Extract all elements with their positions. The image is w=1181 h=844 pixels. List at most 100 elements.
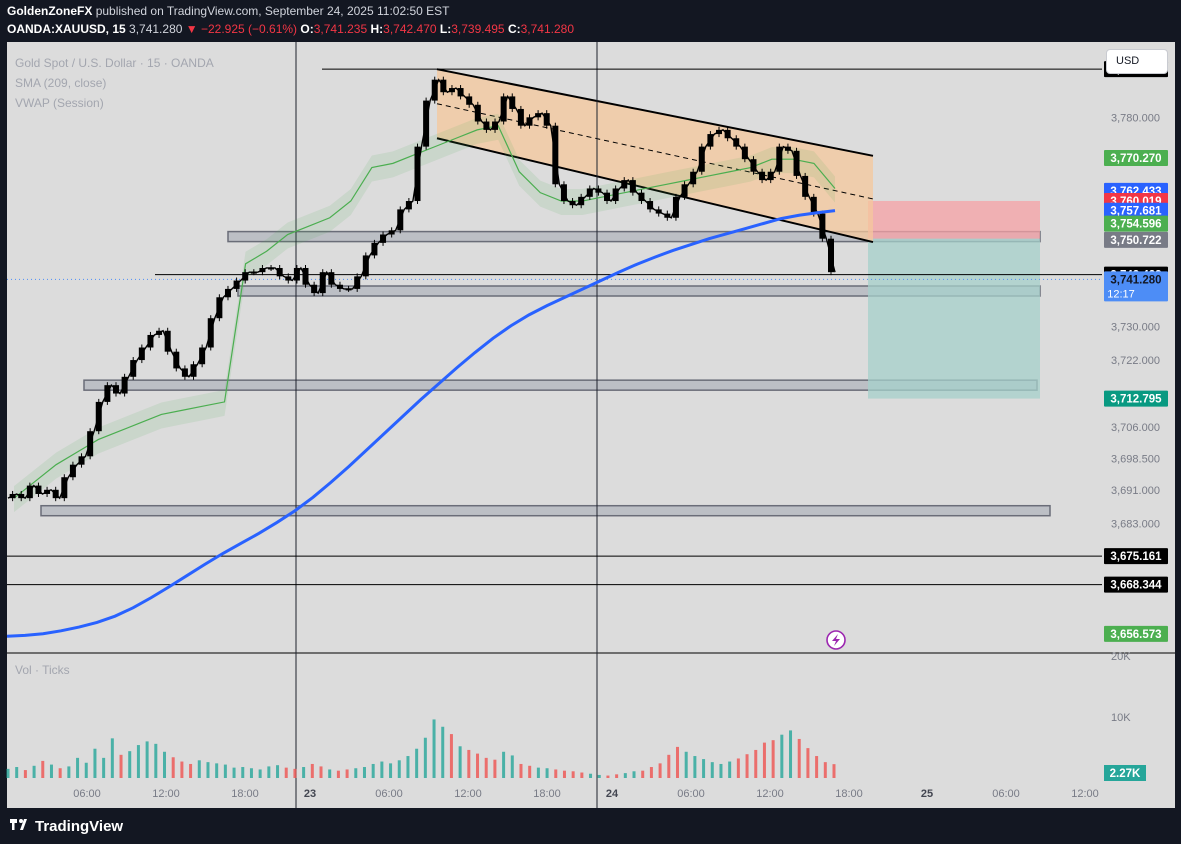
price-label-bg bbox=[1104, 576, 1168, 593]
x-tick-label: 12:00 bbox=[1071, 788, 1099, 800]
volume-bar bbox=[667, 754, 671, 778]
publish-header: GoldenZoneFX published on TradingView.co… bbox=[7, 4, 449, 18]
volume-bar bbox=[197, 760, 201, 778]
channel-upper-line bbox=[436, 68, 874, 157]
volume-bar bbox=[154, 743, 158, 778]
volume-bar bbox=[528, 765, 532, 778]
volume-layer bbox=[6, 719, 836, 778]
volume-bar bbox=[32, 765, 36, 778]
volume-bar bbox=[510, 755, 514, 778]
volume-bar bbox=[502, 751, 506, 778]
tradingview-icon bbox=[10, 819, 27, 830]
volume-bar bbox=[797, 738, 801, 778]
volume-bar bbox=[41, 760, 45, 778]
volume-bar bbox=[93, 748, 97, 778]
volume-bar bbox=[293, 768, 297, 778]
volume-bar bbox=[119, 754, 123, 778]
sma-line bbox=[6, 209, 836, 638]
x-tick-label: 18:00 bbox=[533, 788, 561, 800]
price-label-text: 3,741.280 bbox=[1110, 274, 1161, 286]
volume-bar bbox=[241, 767, 245, 778]
volume-tick-label: 20K bbox=[1111, 651, 1131, 663]
vwap-layer bbox=[13, 113, 836, 513]
y-tick-label: 3,780.000 bbox=[1111, 112, 1160, 124]
volume-bar bbox=[276, 765, 280, 778]
published-text: published on TradingView.com, September … bbox=[95, 4, 450, 18]
volume-bar bbox=[302, 767, 306, 778]
volume-bar bbox=[145, 741, 149, 778]
volume-bar bbox=[606, 775, 610, 778]
legend-sma[interactable]: SMA (209, close) bbox=[15, 76, 107, 90]
take-profit-zone bbox=[868, 238, 1040, 399]
volume-bar bbox=[832, 764, 836, 778]
volume-bar bbox=[780, 734, 784, 778]
price-label-bg bbox=[1104, 548, 1168, 565]
y-tick-label: 3,706.000 bbox=[1111, 422, 1160, 434]
low-label: L: bbox=[439, 22, 452, 36]
volume-bar bbox=[15, 767, 19, 778]
price-label-bg bbox=[1104, 150, 1168, 167]
lines-layer bbox=[7, 42, 1175, 808]
volume-bar bbox=[441, 726, 445, 778]
price-label-bg bbox=[1104, 390, 1168, 407]
last-volume-label-bg bbox=[1104, 765, 1146, 781]
volume-bar bbox=[658, 763, 662, 778]
volume-bar bbox=[615, 774, 619, 778]
volume-bar bbox=[84, 762, 88, 778]
volume-bar bbox=[163, 751, 167, 778]
volume-legend[interactable]: Vol · Ticks bbox=[15, 663, 70, 677]
legend-vwap[interactable]: VWAP (Session) bbox=[15, 96, 104, 110]
volume-bar bbox=[136, 745, 140, 778]
volume-bar bbox=[328, 769, 332, 778]
channel-fill bbox=[437, 69, 873, 243]
volume-bar bbox=[249, 768, 253, 778]
volume-bar bbox=[693, 756, 697, 778]
volume-bar bbox=[476, 753, 480, 778]
close-value: 3,741.280 bbox=[520, 22, 575, 36]
volume-bar bbox=[267, 766, 271, 778]
volume-bar bbox=[789, 730, 793, 778]
price-label-bg bbox=[1104, 625, 1168, 642]
y-tick-label: 3,691.000 bbox=[1111, 485, 1160, 497]
volume-bar bbox=[589, 773, 593, 778]
volume-bar bbox=[815, 756, 819, 778]
last-price: 3,741.280 bbox=[129, 22, 183, 36]
volume-bar bbox=[415, 748, 419, 778]
volume-bar bbox=[319, 766, 323, 778]
x-tick-label: 12:00 bbox=[454, 788, 482, 800]
volume-bar bbox=[232, 767, 236, 778]
volume-bar bbox=[189, 763, 193, 778]
channel-lower-line bbox=[436, 137, 874, 244]
tradingview-brand: TradingView bbox=[35, 817, 124, 835]
volume-bar bbox=[449, 734, 453, 778]
low-value: 3,739.495 bbox=[451, 22, 505, 36]
price-label-text: 3,750.722 bbox=[1110, 235, 1161, 247]
publisher-name[interactable]: GoldenZoneFX bbox=[7, 4, 93, 18]
y-axis[interactable]: 3,780.000 3,730.000 3,722.000 3,706.000 3,69… bbox=[1111, 112, 1160, 724]
volume-bar bbox=[423, 737, 427, 778]
price-label-bg bbox=[1104, 215, 1168, 232]
volume-bar bbox=[632, 771, 636, 778]
channel-layer bbox=[436, 68, 874, 244]
legend-title[interactable]: Gold Spot / U.S. Dollar · 15 · OANDA bbox=[15, 56, 214, 70]
price-label-text: 3,770.270 bbox=[1110, 153, 1161, 165]
price-label-text: 3,668.344 bbox=[1110, 580, 1162, 592]
volume-bar bbox=[597, 774, 601, 778]
volume-bar bbox=[23, 770, 27, 778]
x-tick-label: 06:00 bbox=[677, 788, 705, 800]
volume-bar bbox=[215, 763, 219, 778]
x-axis[interactable]: 06:00 12:00 18:00 23 06:00 12:00 18:00 24 06:00 1… bbox=[73, 788, 1099, 800]
sma-layer bbox=[6, 209, 836, 638]
volume-bar bbox=[554, 769, 558, 778]
volume-bar bbox=[762, 742, 766, 778]
volume-bar bbox=[745, 754, 749, 778]
volume-bar bbox=[675, 746, 679, 778]
volume-bar bbox=[380, 761, 384, 778]
tradingview-logo[interactable]: TradingView bbox=[7, 816, 123, 836]
currency-button[interactable]: USD bbox=[1106, 49, 1168, 74]
close-label: C: bbox=[507, 22, 521, 36]
x-tick-label: 18:00 bbox=[231, 788, 259, 800]
y-tick-label: 3,722.000 bbox=[1111, 355, 1160, 367]
volume-bar bbox=[310, 763, 314, 778]
